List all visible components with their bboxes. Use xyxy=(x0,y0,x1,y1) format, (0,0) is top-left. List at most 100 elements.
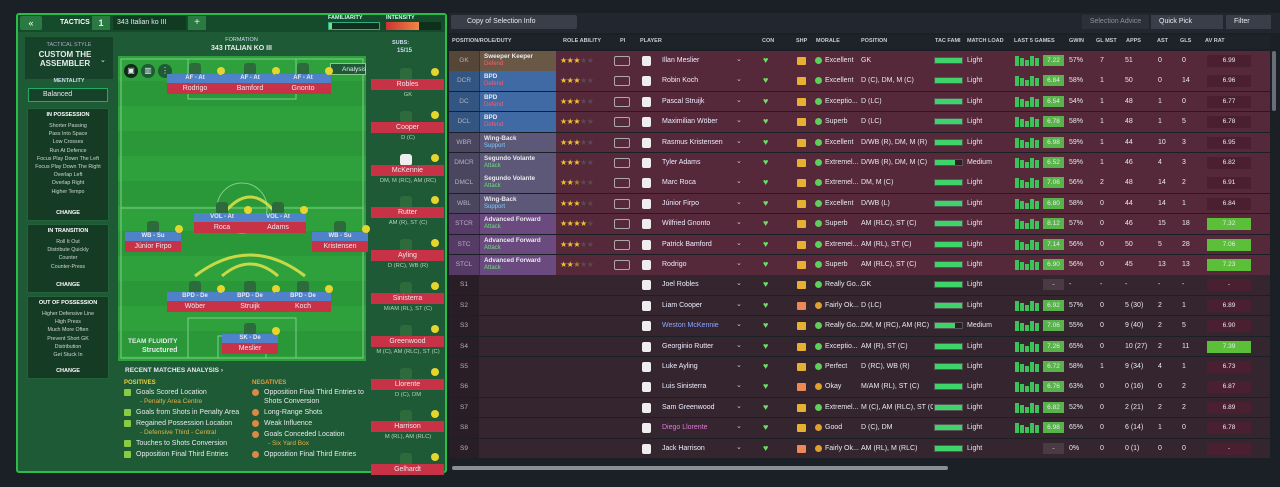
stat-glmst: 7 xyxy=(1100,57,1104,64)
player-role[interactable]: VOL - At xyxy=(194,213,250,222)
player-role[interactable]: BPD - De xyxy=(275,292,331,301)
player-dropdown[interactable]: ⌄ xyxy=(736,341,742,349)
player-role[interactable]: BPD - De xyxy=(167,292,223,301)
position-cell: S4 xyxy=(449,336,479,357)
player-dropdown[interactable]: ⌄ xyxy=(736,321,742,329)
stat-ast: 2 xyxy=(1158,301,1162,309)
sub-name[interactable]: Cooper xyxy=(371,121,444,133)
style-dropdown[interactable]: ⌄ xyxy=(100,57,106,64)
player-name[interactable]: Struijk xyxy=(222,301,278,312)
sub-name[interactable]: Harrison xyxy=(371,421,444,433)
player-dropdown[interactable]: ⌄ xyxy=(736,56,742,63)
role-cell[interactable]: Wing-Back Support xyxy=(480,132,556,153)
condition-heart: ♥ xyxy=(763,95,769,106)
sub-name[interactable]: Gelhardt xyxy=(371,464,444,476)
player-dropdown[interactable]: ⌄ xyxy=(736,137,742,145)
player-indicator xyxy=(362,225,370,233)
player-name[interactable]: Kristensen xyxy=(312,241,368,252)
analysis-button[interactable]: Analysis xyxy=(330,63,366,75)
pitch-tool[interactable]: ▣ xyxy=(124,64,138,78)
role-cell[interactable]: Segundo Volante Attack xyxy=(480,153,556,173)
player-dropdown[interactable]: ⌄ xyxy=(736,280,742,288)
pitch-tool[interactable]: ▥ xyxy=(141,64,155,78)
sub-position: M (RL), AM (RLC) xyxy=(384,434,432,441)
player-dropdown[interactable]: ⌄ xyxy=(736,178,742,186)
sub-name[interactable]: Rutter xyxy=(371,207,444,219)
player-position: D/WB (L) xyxy=(861,199,890,207)
role-cell[interactable]: Advanced Forward Attack xyxy=(480,255,556,275)
player-role[interactable]: AF - At xyxy=(275,74,331,83)
view-selector[interactable]: Copy of Selection Info xyxy=(451,15,577,29)
player-role[interactable]: WB - Su xyxy=(312,232,368,241)
add-tactic[interactable]: + xyxy=(188,16,206,30)
sub-name[interactable]: Ayling xyxy=(371,250,444,262)
player-dropdown[interactable]: ⌄ xyxy=(736,158,742,165)
player-name[interactable]: Wöber xyxy=(167,301,223,312)
player-name[interactable]: Júnior Firpo xyxy=(125,241,181,252)
pi-icon xyxy=(614,76,630,87)
player-dropdown[interactable]: ⌄ xyxy=(736,443,742,451)
player-dropdown[interactable]: ⌄ xyxy=(736,362,742,369)
sub-shirt xyxy=(400,324,412,337)
sub-name[interactable]: Robles xyxy=(371,79,444,90)
player-role[interactable]: SK - De xyxy=(222,334,278,343)
player-name[interactable]: Meslier xyxy=(222,343,278,354)
player-role[interactable]: BPD - De xyxy=(222,292,278,301)
back-button[interactable]: « xyxy=(20,16,42,30)
player-name[interactable]: Koch xyxy=(275,301,331,312)
last5-bar xyxy=(1020,200,1024,209)
quick-pick[interactable]: Quick Pick xyxy=(1151,15,1223,29)
sharpness-icon xyxy=(797,179,806,188)
last5-bar xyxy=(1025,100,1029,107)
role-cell[interactable]: Advanced Forward Attack xyxy=(480,234,556,255)
stat-gwin: 58% xyxy=(1069,363,1084,370)
phase-change[interactable]: CHANGE xyxy=(56,282,80,288)
player-dropdown[interactable]: ⌄ xyxy=(736,260,742,267)
player-dropdown[interactable]: ⌄ xyxy=(736,239,742,247)
player-role[interactable]: VOL - At xyxy=(250,213,306,222)
last5-bar xyxy=(1015,137,1019,148)
tactic-name[interactable]: 343 Italian ko III xyxy=(113,16,186,30)
role-ability: ★★★★★ xyxy=(560,198,594,208)
player-role[interactable]: WB - Su xyxy=(125,232,181,241)
player-role[interactable]: AF - At xyxy=(222,74,278,83)
phase-change[interactable]: CHANGE xyxy=(56,368,80,374)
player-name[interactable]: Bamford xyxy=(222,83,278,94)
sub-position: M (C), AM (RLC), ST (C) xyxy=(376,348,440,355)
player-name[interactable]: Adams xyxy=(250,222,306,233)
player-dropdown[interactable]: ⌄ xyxy=(736,96,742,104)
sub-name[interactable]: Greenwood xyxy=(371,335,444,347)
player-dropdown[interactable]: ⌄ xyxy=(736,300,742,308)
player-dropdown[interactable]: ⌄ xyxy=(736,402,742,410)
player-dropdown[interactable]: ⌄ xyxy=(736,423,742,431)
sub-name[interactable]: Llorente xyxy=(371,378,444,390)
role-ability: ★★★★★ xyxy=(560,117,594,127)
role-cell[interactable]: BPD Defend xyxy=(480,112,556,132)
player-dropdown[interactable]: ⌄ xyxy=(736,76,742,84)
player-dropdown[interactable]: ⌄ xyxy=(736,382,742,390)
role-cell[interactable]: BPD Defend xyxy=(480,71,556,91)
role-cell[interactable]: Wing-Back Support xyxy=(480,193,556,214)
stat-gls: 1 xyxy=(1182,301,1186,309)
player-role[interactable]: AF - At xyxy=(167,74,223,83)
role-cell[interactable]: Advanced Forward Attack xyxy=(480,214,556,234)
selection-advice[interactable]: Selection Advice xyxy=(1082,15,1149,29)
sub-name[interactable]: McKennie xyxy=(371,164,444,176)
player-dropdown[interactable]: ⌄ xyxy=(736,219,742,227)
role-cell[interactable]: Segundo Volante Attack xyxy=(480,173,556,193)
phase-change[interactable]: CHANGE xyxy=(56,210,80,216)
player-dropdown[interactable]: ⌄ xyxy=(736,198,742,206)
role-cell[interactable]: BPD Defend xyxy=(480,91,556,112)
role-cell[interactable]: Sweeper Keeper Defend xyxy=(480,51,556,71)
match-load: Light xyxy=(967,199,983,207)
filter[interactable]: Filter xyxy=(1226,15,1271,29)
stat-gwin: 56% xyxy=(1069,179,1084,187)
player-dropdown[interactable]: ⌄ xyxy=(736,117,742,125)
sub-name[interactable]: Sinisterra xyxy=(371,293,444,304)
player-name[interactable]: Roca xyxy=(194,222,250,233)
player-name[interactable]: Rodrigo xyxy=(167,83,223,94)
player-name[interactable]: Gnonto xyxy=(275,83,331,94)
last5-value: 6.72 xyxy=(1043,361,1064,372)
player-name: Sam Greenwood xyxy=(662,403,715,411)
mentality-dropdown[interactable]: Balanced xyxy=(28,88,108,102)
